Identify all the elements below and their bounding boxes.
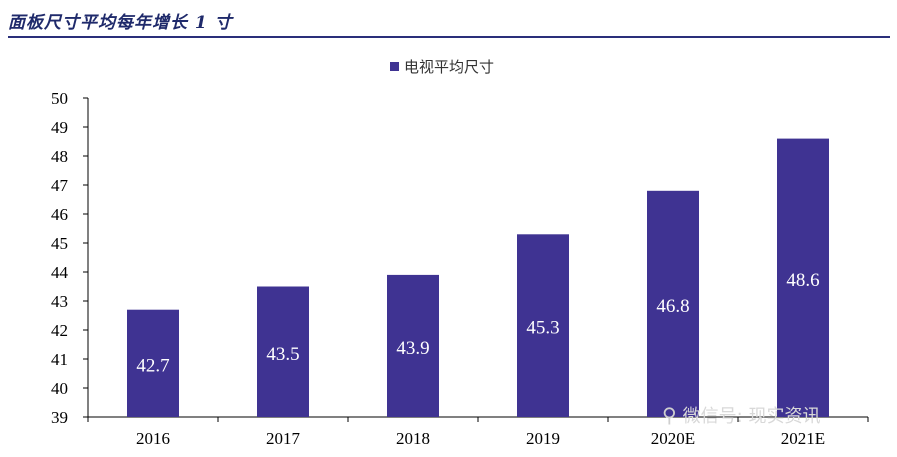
x-tick-label: 2016 bbox=[136, 429, 170, 448]
data-label: 48.6 bbox=[786, 270, 819, 291]
x-tick-label: 2018 bbox=[396, 429, 430, 448]
watermark-text: 微信号: 现实资讯 bbox=[682, 406, 821, 427]
x-tick-label: 2019 bbox=[526, 429, 560, 448]
y-tick-label: 40 bbox=[51, 379, 68, 398]
bar bbox=[517, 234, 569, 417]
x-tick-label: 2020E bbox=[651, 429, 695, 448]
data-label: 43.5 bbox=[266, 344, 299, 365]
y-tick-label: 41 bbox=[51, 350, 68, 369]
data-label: 42.7 bbox=[136, 355, 169, 376]
wechat-icon: ⚲ bbox=[662, 403, 677, 427]
bar bbox=[387, 274, 439, 417]
legend: 电视平均尺寸 bbox=[390, 59, 494, 76]
bar bbox=[647, 190, 699, 417]
legend-swatch bbox=[390, 62, 399, 71]
y-tick-label: 39 bbox=[51, 408, 68, 427]
data-label: 43.9 bbox=[396, 338, 429, 359]
y-tick-label: 49 bbox=[51, 118, 68, 137]
data-labels: 42.7 43.5 43.9 45.3 46.8 48.6 bbox=[136, 270, 819, 377]
x-axis: 2016 2017 2018 2019 2020E 2021E bbox=[87, 416, 869, 448]
y-tick-label: 47 bbox=[51, 176, 69, 195]
x-tick-label: 2017 bbox=[266, 429, 301, 448]
title-divider bbox=[8, 36, 890, 38]
watermark: ⚲ 微信号: 现实资讯 bbox=[662, 402, 820, 428]
bar bbox=[257, 286, 309, 417]
legend-label: 电视平均尺寸 bbox=[404, 59, 494, 76]
y-tick-label: 46 bbox=[51, 205, 68, 224]
y-tick-label: 48 bbox=[51, 147, 68, 166]
bar bbox=[777, 138, 829, 417]
data-label: 45.3 bbox=[526, 318, 559, 339]
x-tick-label: 2021E bbox=[781, 429, 825, 448]
bars bbox=[127, 138, 829, 417]
y-tick-label: 50 bbox=[51, 89, 68, 108]
y-tick-label: 42 bbox=[51, 321, 68, 340]
y-tick-label: 43 bbox=[51, 292, 68, 311]
y-tick-label: 44 bbox=[51, 263, 69, 282]
y-tick-label: 45 bbox=[51, 234, 68, 253]
bar bbox=[127, 309, 179, 417]
page-title: 面板尺寸平均每年增长 1 寸 bbox=[8, 13, 233, 33]
data-label: 46.8 bbox=[656, 296, 689, 317]
y-axis: 39 40 41 42 43 44 45 46 47 48 49 50 bbox=[51, 89, 89, 427]
